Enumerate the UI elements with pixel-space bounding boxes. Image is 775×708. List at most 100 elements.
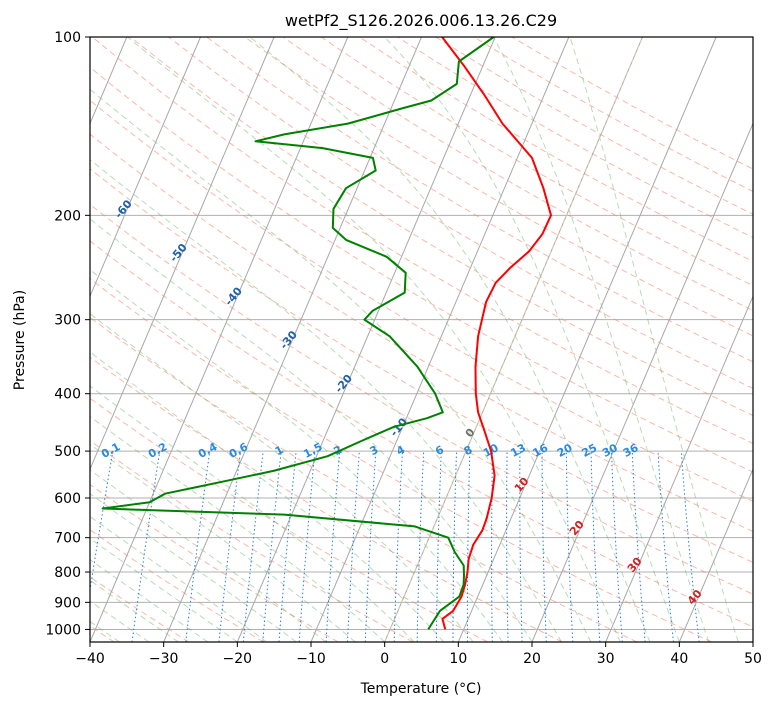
mixing-ratio-label: 16: [531, 441, 551, 460]
moist-adiabat: [90, 415, 386, 642]
y-tick-label: 800: [54, 565, 81, 581]
freezing-line: [384, 37, 643, 642]
moist-adiabat: [249, 37, 651, 642]
moist-adiabat: [90, 313, 474, 642]
mixing-ratio-label: 13: [508, 441, 528, 460]
moist-adiabat: [492, 37, 710, 642]
moist-adiabats: [90, 37, 739, 642]
x-tick-label: 20: [523, 651, 541, 667]
moist-adiabat: [90, 493, 297, 642]
dry-adiabats: [90, 37, 753, 642]
dry-adiabat: [90, 203, 753, 595]
y-tick-label: 1000: [45, 622, 81, 638]
isotherm-line: [163, 37, 422, 642]
y-tick-label: 100: [54, 30, 81, 46]
mixing-ratio-label: 25: [580, 441, 600, 460]
dry-adiabat: [90, 99, 753, 502]
isotherm-line: [90, 37, 201, 298]
x-tick-label: −10: [296, 651, 326, 667]
moist-adiabat: [569, 37, 739, 642]
temperature-profile: [441, 37, 552, 630]
moist-adiabat: [90, 579, 179, 642]
dry-adiabat: [168, 37, 753, 389]
moist-adiabat: [90, 558, 209, 642]
mixing-ratio-line: [0, 451, 15, 642]
mixing-ratio-line: [262, 451, 282, 642]
isotherm-line: [457, 37, 717, 642]
dry-adiabat: [90, 356, 563, 642]
x-tick-label: −20: [223, 651, 253, 667]
moist-adiabat: [90, 158, 562, 642]
dry-adiabat: [90, 529, 264, 642]
moist-adiabat: [90, 537, 238, 642]
chart-title: wetPf2_S126.2026.006.13.26.C29: [285, 11, 557, 31]
isotherm-line: [678, 467, 753, 642]
moist-adiabat: [90, 469, 327, 642]
dry-adiabat: [91, 37, 753, 445]
y-tick-label: 400: [54, 387, 81, 403]
x-tick-label: −40: [75, 651, 105, 667]
mixing-ratio-label: 20: [555, 441, 575, 460]
moist-adiabat: [127, 37, 621, 642]
dry-adiabat: [90, 133, 753, 533]
moist-adiabat: [90, 269, 503, 642]
moist-adiabat: [384, 37, 680, 642]
x-tick-label: −30: [149, 651, 179, 667]
moist-adiabat: [90, 385, 415, 642]
dry-adiabat: [90, 278, 712, 642]
y-tick-label: 700: [54, 531, 81, 547]
moist-adiabat: [90, 515, 268, 642]
isotherm-line: [90, 37, 349, 642]
dewpoint-profile: [101, 37, 495, 630]
moist-adiabat: [90, 351, 444, 642]
profile-series: [101, 37, 552, 630]
isotherm-label: -70: [57, 154, 80, 178]
isotherm-line: [605, 295, 753, 642]
isotherms: [90, 37, 753, 642]
x-tick-label: 40: [670, 651, 688, 667]
mixing-ratio-label: 36: [621, 441, 641, 460]
dry-adiabat: [130, 37, 753, 417]
x-axis-label: Temperature (°C): [360, 681, 482, 697]
zero-isotherm: [384, 37, 643, 642]
isotherm-line: [752, 640, 753, 642]
isotherm-line: [310, 37, 570, 642]
mixing-ratio-line: [657, 451, 674, 642]
mixing-ratio-line: [631, 451, 646, 642]
mixing-ratio-line: [185, 451, 211, 642]
y-tick-label: 200: [54, 208, 81, 224]
mixing-ratio-label: 30: [600, 441, 620, 460]
mixing-ratio-line: [680, 451, 700, 642]
dry-adiabat: [90, 483, 339, 642]
mixing-ratio-line: [90, 451, 114, 593]
mixing-ratio-line: [218, 451, 241, 642]
y-axis-label: Pressure (hPa): [12, 290, 28, 390]
y-tick-label: 300: [54, 313, 81, 329]
x-tick-label: 50: [744, 651, 762, 667]
axis-ticks: −40 −30 −20 −10 0 10 20 30 40 50 100 200 300 400 500 60…: [45, 30, 762, 667]
plot-frame: [89, 36, 754, 643]
y-tick-label: 900: [54, 595, 81, 611]
dry-adiabat: [90, 316, 638, 642]
pressure-gridlines: [90, 37, 753, 630]
mixing-ratio-line: [278, 451, 297, 642]
mixing-ratio-line: [131, 451, 161, 642]
x-tick-label: 30: [597, 651, 615, 667]
dry-adiabat: [244, 37, 753, 337]
x-tick-label: 0: [380, 651, 389, 667]
isotherm-label: -80: [2, 110, 25, 134]
y-tick-label: 600: [54, 491, 81, 507]
y-tick-label: 500: [54, 444, 81, 460]
mixing-ratio-lines: [0, 451, 700, 642]
mixing-ratio-line: [298, 451, 316, 642]
dry-adiabat: [90, 240, 753, 628]
isotherm-line: [531, 122, 753, 642]
x-tick-label: 10: [449, 651, 467, 667]
mixing-ratio-line: [242, 451, 264, 642]
plot-background: [90, 37, 753, 642]
dry-adiabat: [282, 37, 753, 312]
isotherm-line: [90, 37, 275, 471]
moist-adiabat: [90, 218, 533, 642]
isotherm-line: [236, 37, 496, 642]
